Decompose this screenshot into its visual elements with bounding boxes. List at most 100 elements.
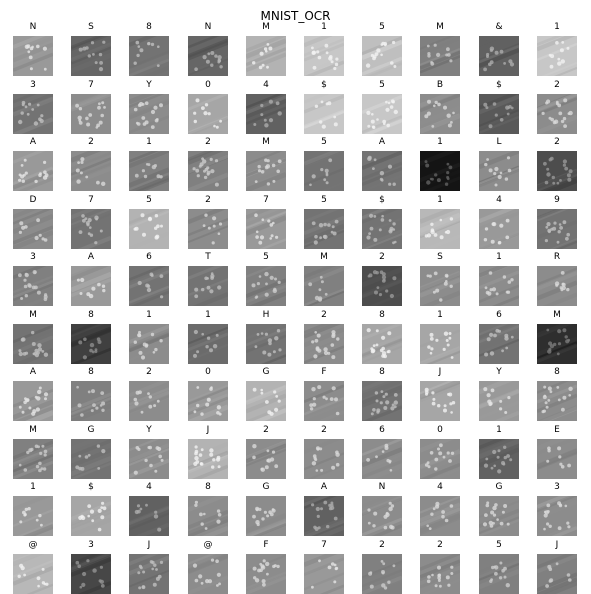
sample-label: 2 (321, 310, 327, 320)
figure-title: MNIST_OCR (260, 9, 331, 23)
sample-label: J (206, 425, 210, 435)
sample-image-tile (479, 151, 519, 191)
sample-image-tile (479, 324, 519, 364)
sample-label: 8 (379, 367, 385, 377)
sample-image-tile (129, 209, 169, 249)
sample-label: A (320, 482, 328, 492)
sample-image-tile (71, 554, 111, 594)
sample-label: $ (379, 195, 385, 205)
sample-label: 7 (88, 80, 94, 90)
sample-label: B (436, 80, 444, 90)
sample-image-tile (362, 94, 402, 134)
sample-label: M (553, 310, 561, 320)
sample-image-tile (129, 439, 169, 479)
sample-image-tile (71, 151, 111, 191)
sample-image-tile (188, 381, 228, 421)
sample-image-tile (304, 496, 344, 536)
sample-image-tile (304, 554, 344, 594)
sample-image-tile (246, 151, 286, 191)
sample-label: 6 (379, 425, 385, 435)
sample-image-tile (479, 209, 519, 249)
sample-image-tile (420, 94, 460, 134)
sample-label: 5 (321, 137, 327, 147)
sample-image-tile (188, 36, 228, 76)
sample-label: 2 (554, 137, 560, 147)
sample-label: 8 (554, 367, 560, 377)
sample-label: 2 (554, 80, 560, 90)
sample-image-tile (13, 36, 53, 76)
sample-image-tile (188, 266, 228, 306)
sample-label: 1 (205, 310, 211, 320)
sample-label: S (437, 252, 443, 262)
sample-label: 6 (146, 252, 152, 262)
sample-label: A (29, 367, 37, 377)
sample-label: 3 (554, 482, 560, 492)
sample-label: @ (28, 540, 38, 550)
sample-label: 2 (379, 252, 385, 262)
sample-label: N (204, 22, 212, 32)
sample-image-tile (479, 381, 519, 421)
sample-label: 2 (379, 540, 385, 550)
sample-label: & (495, 22, 503, 32)
sample-label: Y (146, 80, 152, 90)
sample-label: M (320, 252, 328, 262)
sample-image-tile (13, 151, 53, 191)
sample-label: 1 (554, 22, 560, 32)
sample-label: 7 (263, 195, 269, 205)
sample-label: 3 (88, 540, 94, 550)
sample-label: 2 (88, 137, 94, 147)
sample-image-tile (188, 209, 228, 249)
sample-image-tile (479, 266, 519, 306)
sample-image-tile (420, 554, 460, 594)
sample-image-tile (537, 324, 577, 364)
sample-label: 8 (88, 367, 94, 377)
sample-label: 4 (146, 482, 152, 492)
sample-label: 4 (263, 80, 269, 90)
sample-image-tile (71, 94, 111, 134)
sample-image-tile (188, 94, 228, 134)
sample-label: 1 (437, 310, 443, 320)
sample-image-tile (304, 36, 344, 76)
sample-image-tile (188, 496, 228, 536)
sample-image-tile (537, 439, 577, 479)
sample-label: F (263, 540, 269, 550)
sample-image-tile (13, 94, 53, 134)
sample-image-tile (304, 381, 344, 421)
sample-label: Y (496, 367, 502, 377)
sample-label: A (29, 137, 37, 147)
sample-label: $ (88, 482, 94, 492)
sample-image-tile (246, 439, 286, 479)
sample-image-tile (362, 209, 402, 249)
sample-image-tile (420, 151, 460, 191)
sample-image-tile (420, 266, 460, 306)
sample-image-tile (362, 381, 402, 421)
sample-image-tile (420, 324, 460, 364)
sample-label: 1 (321, 22, 327, 32)
sample-image-tile (304, 151, 344, 191)
sample-image-tile (479, 94, 519, 134)
sample-label: 4 (437, 482, 443, 492)
sample-label: 2 (146, 367, 152, 377)
sample-image-tile (246, 94, 286, 134)
sample-label: D (29, 195, 37, 205)
sample-label: G (262, 367, 270, 377)
sample-image-tile (362, 324, 402, 364)
sample-image-tile (537, 36, 577, 76)
sample-image-tile (246, 324, 286, 364)
sample-label: 3 (30, 252, 36, 262)
sample-image-tile (362, 496, 402, 536)
sample-image-tile (420, 439, 460, 479)
sample-image-tile (129, 496, 169, 536)
sample-image-tile (537, 266, 577, 306)
sample-label: J (555, 540, 559, 550)
sample-image-tile (479, 439, 519, 479)
sample-label: 1 (437, 195, 443, 205)
sample-label: 6 (496, 310, 502, 320)
sample-image-tile (420, 36, 460, 76)
sample-image-tile (129, 151, 169, 191)
sample-label: 1 (437, 137, 443, 147)
sample-image-tile (71, 381, 111, 421)
sample-image-tile (537, 151, 577, 191)
sample-image-tile (129, 381, 169, 421)
